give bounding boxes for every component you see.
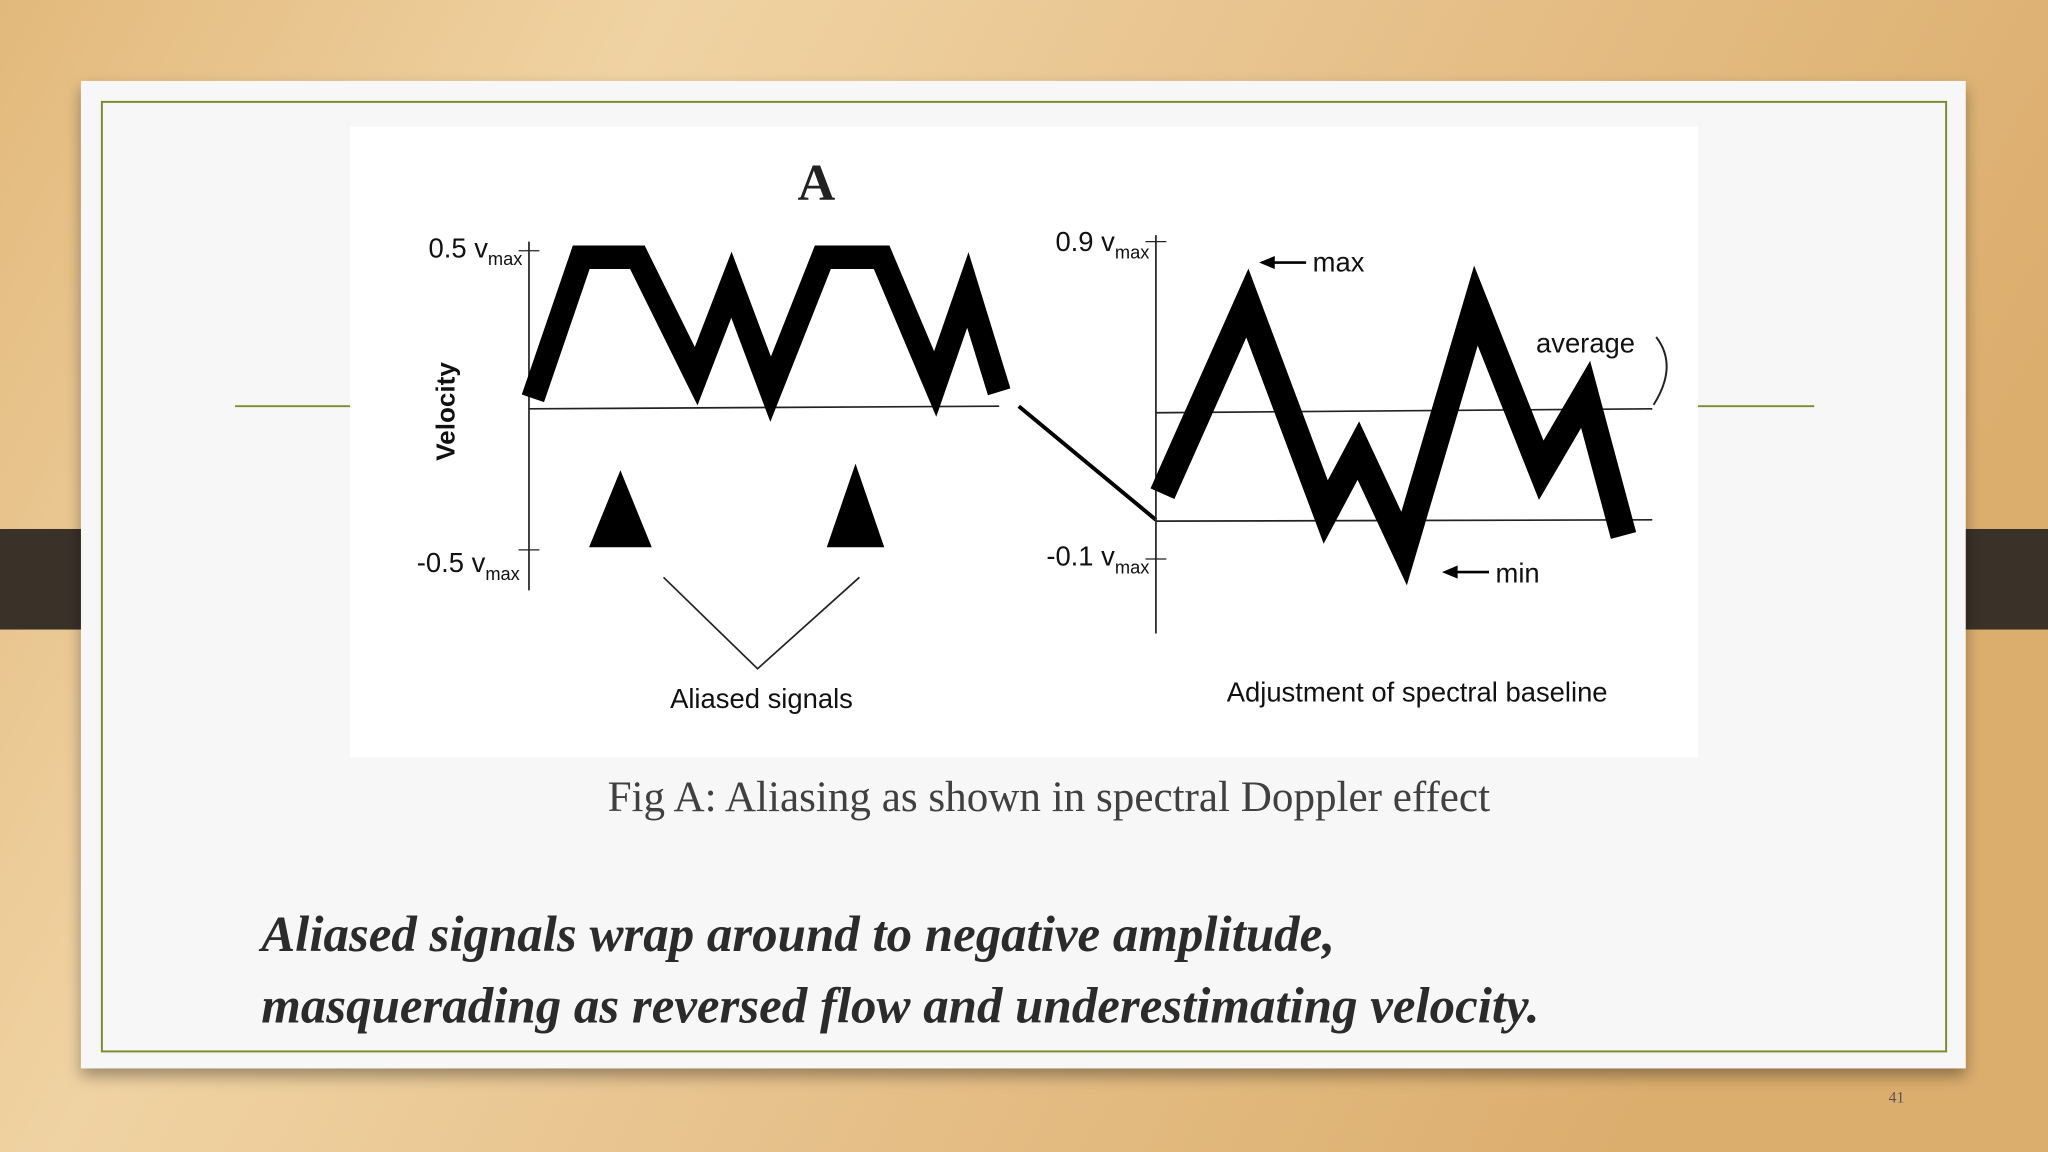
label-sub: max [1115,556,1150,577]
baseline [528,405,1000,410]
annotation: min [1496,558,1540,589]
label-sub: max [488,248,523,269]
y-label: -0.1 vmax [1046,541,1149,578]
label-text: 0.9 v [1055,226,1115,257]
annotation: average [1536,328,1635,359]
card-border [100,100,1948,1053]
arrow [1652,336,1668,406]
annotation: Aliased signals [670,683,853,714]
body-line: masquerading as reversed flow and undere… [261,979,1539,1035]
spectrum [1150,265,1637,586]
label-text: -0.5 v [417,547,486,578]
label-text: -0.1 v [1046,541,1115,572]
label-text: 0.5 v [429,232,489,263]
arrows [662,576,860,670]
y-label: 0.9 vmax [1055,226,1149,263]
figure: A 0.5 vmax -0.5 vmax Velocity Aliased si… [350,126,1698,758]
arrowhead [1259,256,1275,270]
annotation: max [1313,247,1365,278]
figure-bg [350,126,1698,758]
y-axis-title: Velocity [431,362,461,461]
page-number: 41 [1889,1089,1905,1106]
label-sub: max [1115,242,1150,263]
caption: Fig A: Aliasing as shown in spectral Dop… [608,774,1491,821]
spectrum [521,245,1011,422]
panel-label: A [797,154,835,212]
body-line: Aliased signals wrap around to negative … [258,907,1335,963]
annotation: Adjustment of spectral baseline [1227,676,1608,707]
aliased-peak [826,463,885,548]
aliased-peak [589,470,652,548]
label-sub: max [485,563,520,584]
arrowhead [1441,565,1458,579]
y-label: -0.5 vmax [417,547,520,584]
connector [1017,404,1158,522]
y-label: 0.5 vmax [429,232,523,269]
